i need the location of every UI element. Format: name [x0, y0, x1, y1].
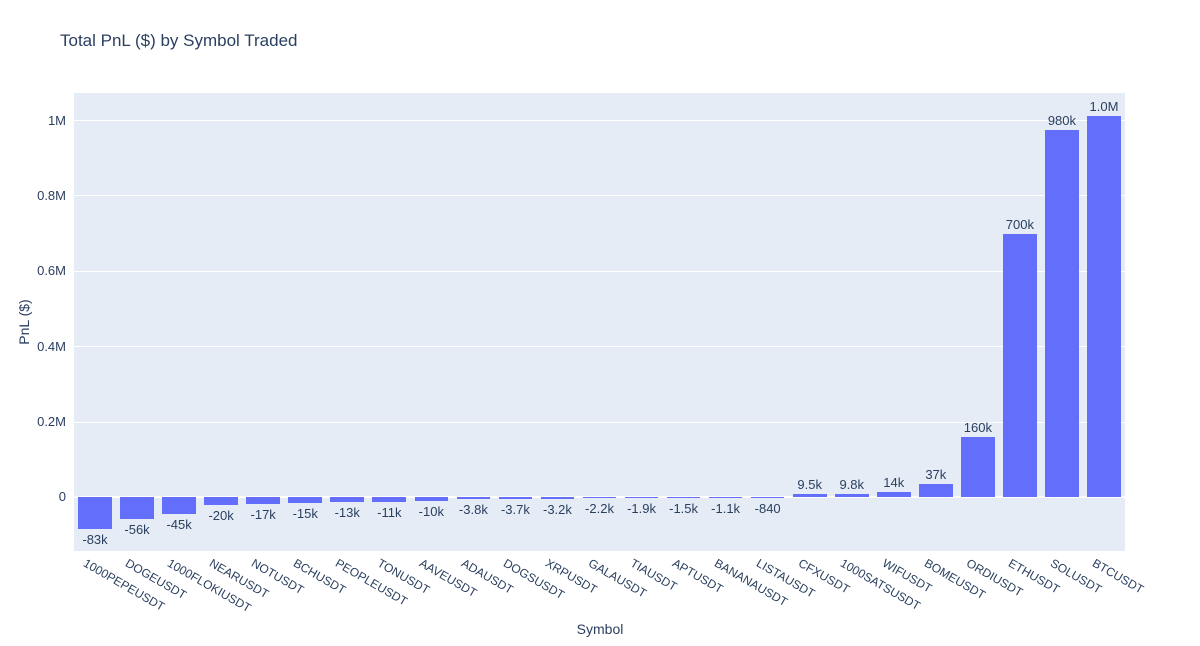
gridline	[74, 346, 1125, 348]
bar-dogeusdt[interactable]	[120, 497, 154, 519]
bar-peopleusdt[interactable]	[330, 497, 365, 503]
bar-value-label: 700k	[1005, 216, 1034, 232]
bar-value-label: -11k	[377, 504, 402, 520]
bar-value-label: -2.2k	[585, 501, 614, 517]
bar-value-label: 160k	[963, 420, 992, 436]
gridline	[74, 120, 1125, 122]
bar-xrpusdt[interactable]	[540, 497, 575, 499]
bar-value-label: -83k	[82, 531, 108, 547]
bar-bomeusdt[interactable]	[919, 483, 953, 498]
bar-solusdt[interactable]	[1045, 129, 1079, 498]
bar-listausdt[interactable]	[750, 497, 785, 498]
y-tick-label: 0	[58, 489, 66, 505]
bar-tonusdt[interactable]	[372, 497, 407, 502]
bar-value-label: -3.8k	[458, 501, 488, 517]
bar-cfxusdt[interactable]	[792, 493, 827, 498]
y-tick-label: 0.6M	[37, 263, 66, 279]
bar-btcusdt[interactable]	[1087, 115, 1121, 498]
bar-value-label: -840	[754, 500, 781, 516]
bar-galausdt[interactable]	[582, 497, 617, 499]
bar-bchusdt[interactable]	[288, 497, 323, 504]
bar-value-label: 9.5k	[797, 476, 822, 492]
bar-ordiusdt[interactable]	[961, 437, 995, 498]
bar-bananausdt[interactable]	[708, 497, 743, 498]
chart-title: Total PnL ($) by Symbol Traded	[60, 31, 298, 50]
bar-1000pepeusdt[interactable]	[78, 497, 112, 529]
bar-dogsusdt[interactable]	[498, 497, 533, 499]
y-tick-label: 0.8M	[37, 187, 66, 203]
y-tick-label: 0.2M	[37, 414, 66, 430]
x-axis-title: Symbol	[576, 621, 624, 637]
plot-area	[74, 93, 1125, 551]
bar-value-label: -15k	[292, 506, 318, 522]
bar-value-label: -3.7k	[500, 501, 530, 517]
bar-1000flokiusdt[interactable]	[162, 497, 196, 515]
bar-value-label: -13k	[334, 505, 360, 521]
bar-value-label: -17k	[250, 506, 276, 522]
bar-aaveusdt[interactable]	[414, 497, 449, 502]
bar-tiausdt[interactable]	[624, 497, 659, 499]
bar-aptusdt[interactable]	[666, 497, 701, 499]
bar-value-label: -1.5k	[669, 501, 699, 517]
gridline	[74, 270, 1125, 272]
bar-value-label: 1.0M	[1089, 98, 1119, 114]
bar-value-label: -56k	[124, 521, 150, 537]
bar-notusdt[interactable]	[246, 497, 280, 504]
gridline	[74, 421, 1125, 423]
y-tick-label: 1M	[47, 112, 66, 128]
bar-1000satsusdt[interactable]	[834, 493, 869, 498]
bar-value-label: 37k	[925, 466, 947, 482]
bar-value-label: -1.1k	[711, 500, 741, 516]
bar-adausdt[interactable]	[456, 497, 491, 499]
gridline	[74, 195, 1125, 197]
bar-value-label: -3.2k	[543, 501, 572, 517]
bar-wifusdt[interactable]	[876, 492, 911, 498]
bar-ethusdt[interactable]	[1003, 233, 1037, 498]
bar-value-label: 980k	[1047, 112, 1077, 128]
bar-nearusdt[interactable]	[204, 497, 238, 505]
bar-value-label: -45k	[166, 517, 192, 533]
bar-value-label: -20k	[208, 508, 234, 523]
bar-value-label: 9.8k	[839, 476, 865, 492]
bar-value-label: -10k	[418, 504, 444, 520]
bar-value-label: -1.9k	[627, 501, 656, 517]
bar-value-label: 14k	[883, 475, 905, 491]
y-tick-label: 0.4M	[37, 338, 66, 354]
